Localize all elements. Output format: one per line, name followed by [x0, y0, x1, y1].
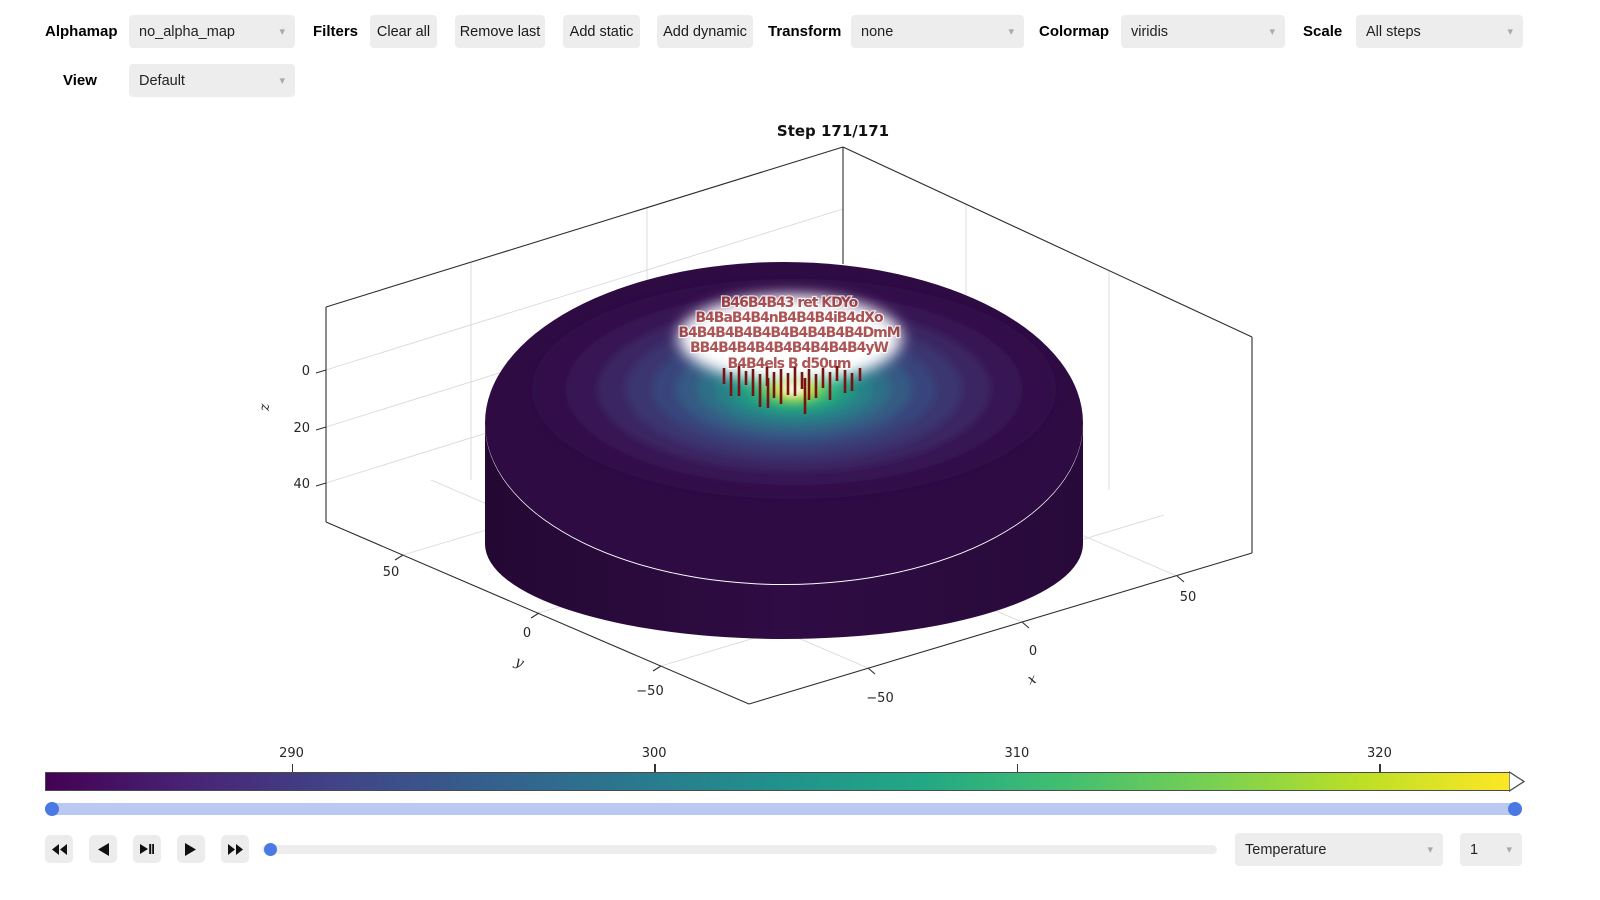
chevron-down-icon: ▾: [1427, 844, 1433, 856]
sensor-label-cluster: B46B4B43 ret KDYoB4BaB4B4nB4B4B4iB4dXoB4…: [677, 294, 902, 373]
z-tick-0: 0: [302, 364, 310, 379]
colormap-label: Colormap: [1039, 23, 1110, 40]
sensor-label-row: B4B4els B d50um: [728, 356, 851, 372]
speed-slider-track[interactable]: [262, 845, 1217, 854]
sensor-label-row: BB4B4B4B4B4B4B4B4B4yW: [690, 340, 889, 356]
play-icon: [185, 842, 196, 856]
scale-select[interactable]: All steps ▾: [1356, 15, 1523, 48]
sensor-label-row: B4BaB4B4nB4B4B4iB4dXo: [695, 310, 884, 326]
y-tick-0: 0: [523, 626, 531, 641]
colorbar-overflow-arrow-icon: [1509, 771, 1526, 792]
y-axis-label: y: [511, 653, 527, 672]
z-tick-20: 20: [293, 421, 310, 436]
play-button[interactable]: [177, 835, 205, 863]
count-select[interactable]: 1 ▾: [1460, 833, 1522, 866]
y-tick-50: 50: [383, 565, 400, 580]
clear-all-button[interactable]: Clear all: [370, 15, 437, 48]
colorbar-tick-label: 290: [279, 746, 304, 761]
range-slider-handle-max[interactable]: [1508, 802, 1522, 816]
filters-label: Filters: [313, 23, 359, 40]
play-pause-button[interactable]: [133, 835, 161, 863]
transform-label: Transform: [768, 23, 842, 40]
view-select[interactable]: Default ▾: [129, 64, 295, 97]
scale-label: Scale: [1303, 23, 1343, 40]
count-select-value: 1: [1470, 841, 1479, 858]
chevron-down-icon: ▾: [279, 26, 285, 38]
colorbar-tick-labels: 290 300 310 320: [45, 746, 1510, 762]
y-tick-n50: −50: [636, 684, 663, 699]
colorbar-tick-mark: [1379, 764, 1381, 772]
sensor-label-row: B4B4B4B4B4B4B4B4B4B4DmM: [678, 325, 899, 341]
colorbar-tick-mark: [1016, 764, 1019, 772]
rewind-button[interactable]: [45, 835, 73, 863]
colorbar-tick-label: 300: [641, 746, 667, 761]
axis-ticks: 0 20 40 50 0 −50 −50 0 50: [293, 364, 1196, 706]
z-tick-40: 40: [293, 477, 310, 492]
add-dynamic-button[interactable]: Add dynamic: [657, 15, 753, 48]
sensor-droplines: [722, 366, 862, 414]
field-select[interactable]: Temperature ▾: [1235, 833, 1443, 866]
transform-select-value: none: [861, 23, 894, 40]
plot-step-title: Step 171/171: [776, 122, 890, 140]
rewind-icon: [51, 843, 67, 855]
x-tick-0: 0: [1029, 644, 1037, 659]
fast-forward-icon: [227, 843, 243, 855]
chevron-down-icon: ▾: [1008, 26, 1014, 38]
sensor-label-row: B46B4B43 ret KDYo: [721, 295, 859, 311]
add-static-button[interactable]: Add static: [563, 15, 640, 48]
x-axis-label: x: [1026, 671, 1039, 689]
alphamap-label: Alphamap: [45, 23, 118, 40]
alphamap-select-value: no_alpha_map: [139, 23, 235, 40]
chevron-down-icon: ▾: [1507, 26, 1513, 38]
transform-select[interactable]: none ▾: [851, 15, 1024, 48]
range-slider-track[interactable]: [45, 803, 1522, 815]
step-back-icon: [98, 842, 109, 856]
scale-select-value: All steps: [1366, 23, 1421, 40]
z-axis-label: z: [257, 403, 273, 412]
range-slider-handle-min[interactable]: [45, 802, 59, 816]
chevron-down-icon: ▾: [1506, 844, 1512, 856]
colorbar-tick-mark: [654, 764, 656, 772]
chevron-down-icon: ▾: [279, 75, 285, 87]
colorbar-range-slider[interactable]: [45, 802, 1522, 816]
colorbar-tick-marks: [45, 764, 1510, 772]
remove-last-button[interactable]: Remove last: [455, 15, 545, 48]
label-halo: [678, 294, 902, 382]
step-back-button[interactable]: [89, 835, 117, 863]
colorbar-tick-label: 310: [1004, 746, 1030, 761]
chevron-down-icon: ▾: [1269, 26, 1275, 38]
view-select-value: Default: [139, 72, 185, 89]
plot-3d-canvas: B46B4B43 ret KDYoB4BaB4B4nB4B4B4iB4dXoB4…: [257, 146, 1253, 706]
colorbar: 290 300 310 320: [45, 746, 1526, 792]
colormap-select[interactable]: viridis ▾: [1121, 15, 1285, 48]
speed-slider[interactable]: [262, 843, 1217, 856]
x-tick-50: 50: [1180, 590, 1197, 605]
play-pause-icon: [140, 844, 154, 854]
field-select-value: Temperature: [1245, 841, 1327, 858]
fast-forward-button[interactable]: [221, 835, 249, 863]
view-label: View: [63, 72, 97, 89]
colorbar-tick-label: 320: [1367, 746, 1392, 761]
axes-box: [325, 146, 1253, 705]
colorbar-gradient: [45, 772, 1510, 791]
colormap-select-value: viridis: [1131, 23, 1169, 40]
colorbar-tick-mark: [291, 764, 294, 772]
alphamap-select[interactable]: no_alpha_map ▾: [129, 15, 295, 48]
speed-slider-handle[interactable]: [264, 843, 277, 856]
x-tick-n50: −50: [866, 691, 893, 706]
